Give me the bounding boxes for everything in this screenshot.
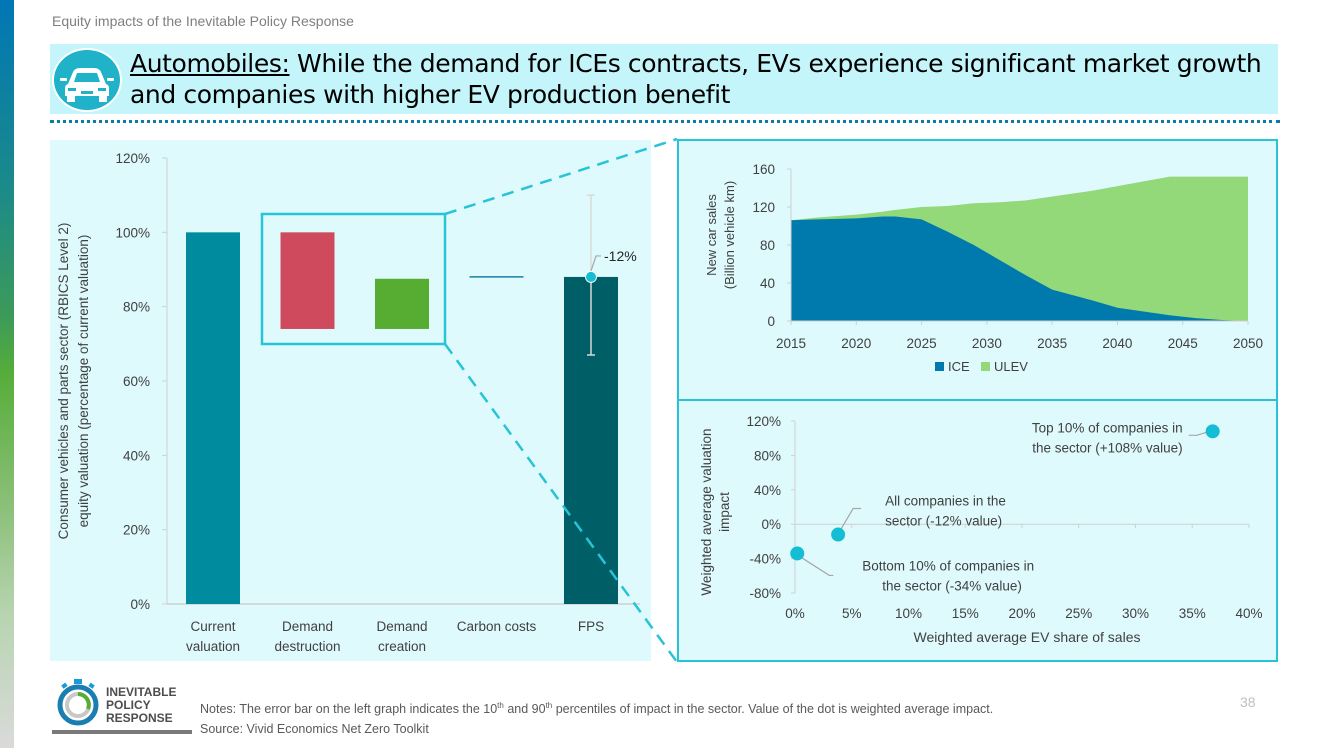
legend-label-ice: ICE <box>948 359 970 374</box>
x-tick-label: destruction <box>274 639 340 654</box>
car-icon <box>52 48 122 112</box>
scatter-annotation: All companies in the <box>885 494 1006 509</box>
x-tick-label: 2045 <box>1168 336 1198 351</box>
logo-line-1: INEVITABLE <box>106 685 176 699</box>
title-prefix: Automobiles: <box>130 49 290 78</box>
x-axis-title: Weighted average EV share of sales <box>914 629 1141 645</box>
weighted-average-dot <box>585 270 597 283</box>
y-tick-label: 120% <box>746 414 781 429</box>
x-tick-label: Current <box>190 619 235 634</box>
y-axis-title: impact <box>717 492 732 532</box>
x-tick-label: 35% <box>1179 606 1206 621</box>
y-tick-label: 100% <box>115 225 150 240</box>
x-tick-label: 2025 <box>907 336 937 351</box>
left-gradient-strip <box>0 0 14 748</box>
y-tick-label: 80% <box>754 448 781 463</box>
x-tick-label: FPS <box>578 619 604 634</box>
x-tick-label: 20% <box>1008 606 1035 621</box>
area-chart-panel: 0 40 80 120 160 2015 2020 2025 2030 2035 2040 2045 2… <box>677 139 1278 401</box>
page-title: Automobiles: While the demand for ICEs c… <box>130 48 1270 110</box>
y-tick-label: 0% <box>761 517 781 532</box>
scatter-annotation: Top 10% of companies in <box>1032 420 1183 435</box>
y-tick-label: 80% <box>123 300 150 315</box>
title-banner <box>50 44 1278 114</box>
annotation-leader <box>839 507 862 531</box>
annotation-leader <box>800 556 834 577</box>
y-axis-title: (Billion vehicle km) <box>722 181 737 289</box>
y-tick-label: 40% <box>123 448 150 463</box>
y-tick-label: 160 <box>752 162 775 177</box>
scatter-chart-panel: -80% -40% 0% 40% 80% 120% 0% 5% 10% 15% 20% 25% 30% 3… <box>677 399 1278 662</box>
x-tick-label: 2030 <box>972 336 1002 351</box>
title-divider <box>50 120 1280 123</box>
y-tick-label: 80 <box>760 238 775 253</box>
page-subtitle: Equity impacts of the Inevitable Policy … <box>52 13 354 29</box>
x-tick-label: 2050 <box>1233 336 1263 351</box>
scatter-point <box>831 527 846 542</box>
legend-label-ulev: ULEV <box>994 359 1028 374</box>
scatter-annotation: sector (-12% value) <box>885 514 1002 529</box>
area-chart: 0 40 80 120 160 2015 2020 2025 2030 2035 2040 2045 2… <box>704 162 1263 374</box>
x-tick-label: 2020 <box>841 336 871 351</box>
x-tick-label: 2040 <box>1102 336 1132 351</box>
x-tick-label: 5% <box>842 606 862 621</box>
y-tick-label: -80% <box>749 586 781 601</box>
x-tick-label: 10% <box>895 606 922 621</box>
scatter-annotation: Bottom 10% of companies in <box>862 558 1034 573</box>
logo-line-2: POLICY <box>106 698 151 712</box>
y-tick-label: 60% <box>123 374 150 389</box>
y-tick-label: 20% <box>123 523 150 538</box>
y-axis-title: equity valuation (percentage of current … <box>76 235 91 528</box>
x-tick-label: Demand <box>282 619 333 634</box>
scatter-point <box>790 546 805 561</box>
y-axis-title: Weighted average valuation <box>699 428 714 595</box>
title-rest: While the demand for ICEs contracts, EVs… <box>130 49 1262 109</box>
annotation-leader <box>1188 430 1210 436</box>
y-tick-label: 0 <box>767 314 775 329</box>
y-tick-label: 40% <box>754 483 781 498</box>
x-tick-label: 40% <box>1235 606 1262 621</box>
legend-swatch-ulev <box>981 362 990 371</box>
notes-line: Notes: The error bar on the left graph i… <box>200 701 994 717</box>
y-tick-label: 40 <box>760 276 775 291</box>
waterfall-chart-panel: 0% 20% 40% 60% 80% 100% 120% Consumer vehicles … <box>50 140 651 661</box>
x-tick-label: 2035 <box>1037 336 1067 351</box>
page-number: 38 <box>1240 694 1256 710</box>
bar-current-valuation <box>186 232 240 604</box>
x-tick-label: 15% <box>952 606 979 621</box>
x-tick-label: 2015 <box>776 336 806 351</box>
scatter-annotation: the sector (-34% value) <box>882 578 1022 593</box>
scatter-chart: -80% -40% 0% 40% 80% 120% 0% 5% 10% 15% 20% 25% 30% 3… <box>699 414 1263 645</box>
dot-leader-line <box>590 255 601 272</box>
ipr-logo: INEVITABLE POLICY RESPONSE <box>52 678 192 736</box>
y-axis-title: Consumer vehicles and parts sector (RBIC… <box>56 223 71 540</box>
y-tick-label: -40% <box>749 552 781 567</box>
x-tick-label: creation <box>378 639 426 654</box>
area-ice <box>791 216 1248 321</box>
y-tick-label: 0% <box>130 597 150 612</box>
scatter-annotation: the sector (+108% value) <box>1032 440 1182 455</box>
legend-swatch-ice <box>935 362 944 371</box>
x-tick-label: valuation <box>186 639 240 654</box>
y-tick-label: 120% <box>115 151 150 166</box>
bar-demand-destruction <box>280 232 335 329</box>
logo-line-3: RESPONSE <box>106 711 173 725</box>
footnotes: Notes: The error bar on the left graph i… <box>200 696 993 739</box>
source-line: Source: Vivid Economics Net Zero Toolkit <box>200 722 429 737</box>
scatter-point <box>1205 424 1220 439</box>
x-tick-label: 25% <box>1065 606 1092 621</box>
y-axis-title: New car sales <box>704 194 719 276</box>
x-tick-label: Carbon costs <box>457 619 537 634</box>
x-tick-label: 0% <box>785 606 805 621</box>
y-tick-label: 120 <box>752 200 775 215</box>
waterfall-chart: 0% 20% 40% 60% 80% 100% 120% Consumer vehicles … <box>56 151 640 654</box>
bar-demand-creation <box>375 278 429 329</box>
x-tick-label: 30% <box>1122 606 1149 621</box>
stopwatch-icon: INEVITABLE POLICY RESPONSE <box>52 679 192 734</box>
dot-value-label: -12% <box>604 248 637 264</box>
x-tick-label: Demand <box>376 619 427 634</box>
